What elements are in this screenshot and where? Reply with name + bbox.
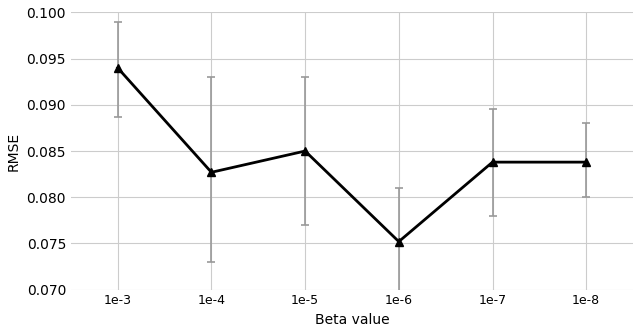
Y-axis label: RMSE: RMSE <box>7 132 21 171</box>
X-axis label: Beta value: Beta value <box>315 313 389 327</box>
